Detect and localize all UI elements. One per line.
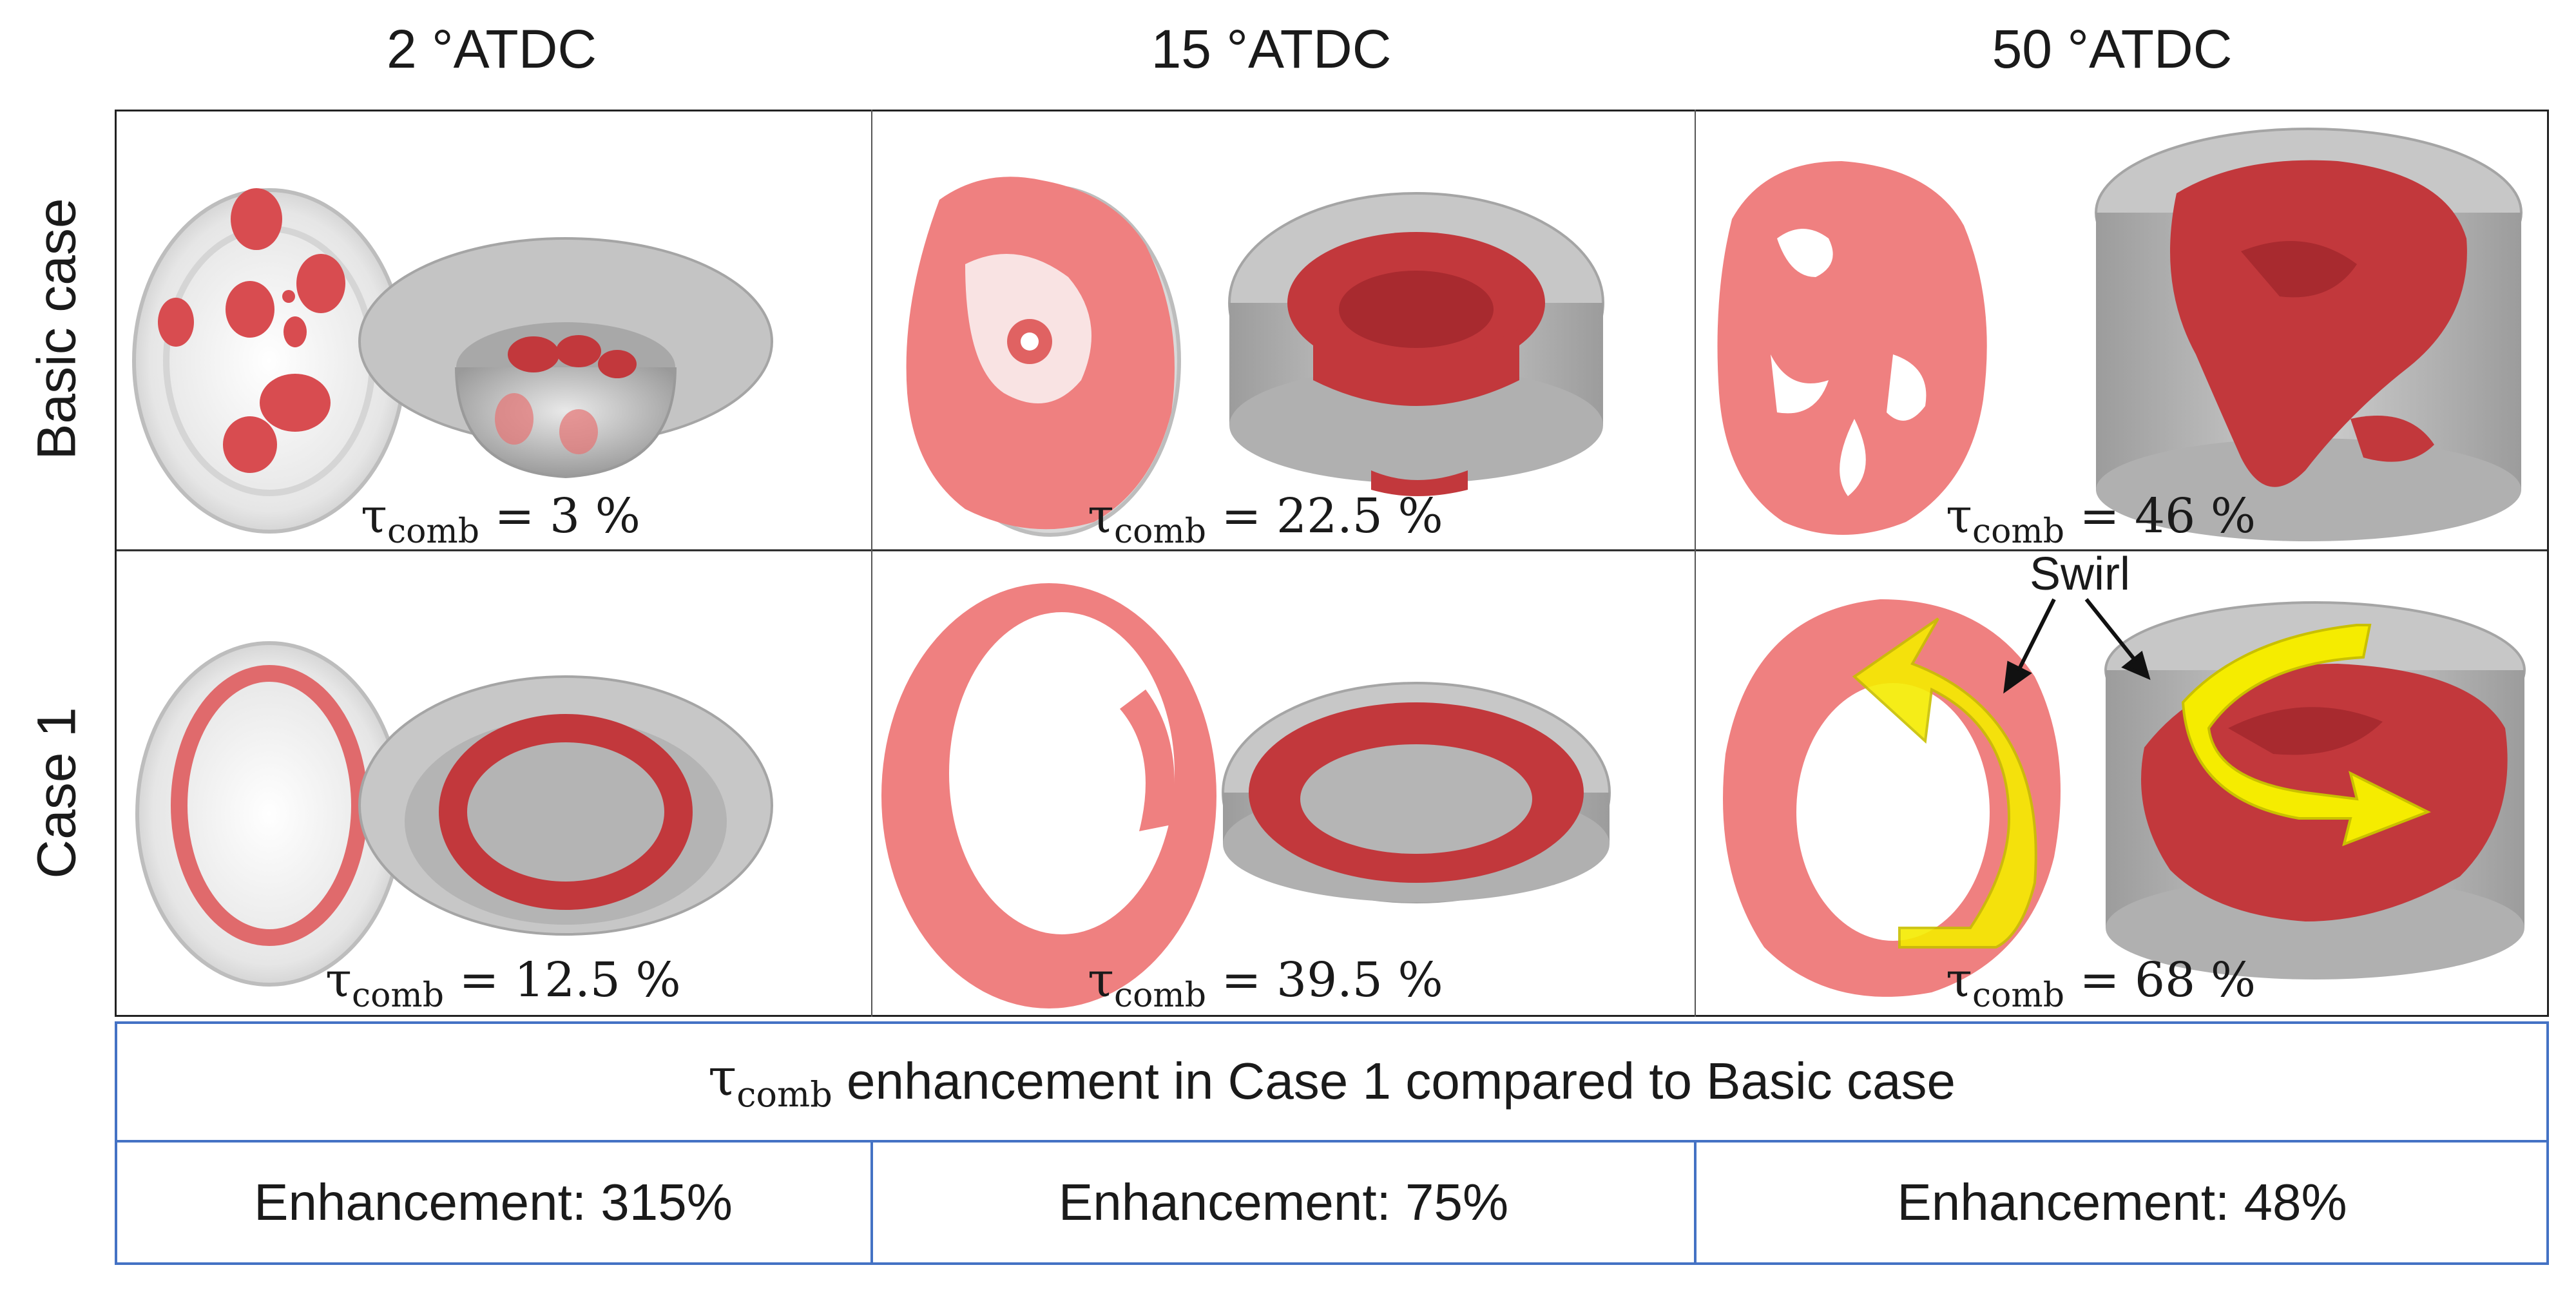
summary-title-text: enhancement in Case 1 compared to Basic … [847,1052,1956,1110]
column-heading-2atdc: 2 °ATDC [386,19,597,79]
basic-15atdc-topview [906,177,1181,537]
case1-15atdc-sideview [1222,682,1611,903]
enhancement-15atdc: Enhancement: 75% [1058,1173,1509,1231]
basic-2atdc-topview [132,188,407,534]
summary-tau: τcomb [708,1047,832,1115]
column-heading-50atdc: 50 °ATDC [1992,19,2233,79]
case1-15atdc-topview [881,583,1216,1008]
enhancement-2atdc: Enhancement: 315% [254,1173,733,1231]
tau-symbol: τ [361,488,387,544]
case1-50atdc-sideview [2104,601,2526,979]
tau-basic-15atdc: τcomb = 22.5 % [1088,488,1443,551]
basic-15atdc-sideview [1228,192,1604,496]
tau-subscript: comb [1113,512,1206,551]
tau-symbol: τ [1946,952,1972,1008]
summary-table-borders [115,1021,2549,1265]
case1-50atdc-topview [1723,599,2061,997]
swirl-label: Swirl [2030,548,2130,600]
tau-subscript: comb [736,1074,832,1115]
basic-50atdc-sideview [2095,128,2523,541]
tau-case1-50atdc: τcomb = 68 % [1946,952,2256,1015]
tau-symbol: τ [1088,952,1114,1008]
tau-value: = 22.5 % [1221,488,1443,544]
tau-case1-15atdc: τcomb = 39.5 % [1088,952,1443,1015]
swirl-arrows [2003,598,2151,694]
tau-case1-2atdc: τcomb = 12.5 % [325,952,681,1015]
tau-subscript: comb [1113,976,1206,1015]
tau-symbol: τ [325,952,352,1008]
simulation-grid [115,110,2549,1017]
tau-value: = 39.5 % [1221,952,1443,1008]
enhancement-50atdc: Enhancement: 48% [1897,1173,2347,1231]
tau-subscript: comb [387,512,479,551]
basic-2atdc-sideview [358,237,773,479]
enhancement-summary-table: τcomb enhancement in Case 1 compared to … [115,1021,2549,1265]
summary-title: τcomb enhancement in Case 1 compared to … [115,1021,2549,1141]
row-heading-case-1: Case 1 [26,707,87,879]
tau-basic-2atdc: τcomb = 3 % [361,488,640,551]
row-heading-basic-case: Basic case [26,198,87,460]
column-heading-15atdc: 15 °ATDC [1151,19,1392,79]
tau-symbol: τ [707,1047,737,1107]
tau-value: = 12.5 % [459,952,681,1008]
tau-value: = 46 % [2079,488,2256,544]
tau-basic-50atdc: τcomb = 46 % [1946,488,2256,551]
tau-subscript: comb [1972,512,2064,551]
tau-value: = 3 % [494,488,640,544]
tau-symbol: τ [1946,488,1972,544]
tau-subscript: comb [351,976,444,1015]
tau-value: = 68 % [2079,952,2256,1008]
tau-subscript: comb [1972,976,2064,1015]
case1-2atdc-sideview [358,675,773,936]
basic-50atdc-topview [1717,161,1987,535]
tau-symbol: τ [1088,488,1114,544]
